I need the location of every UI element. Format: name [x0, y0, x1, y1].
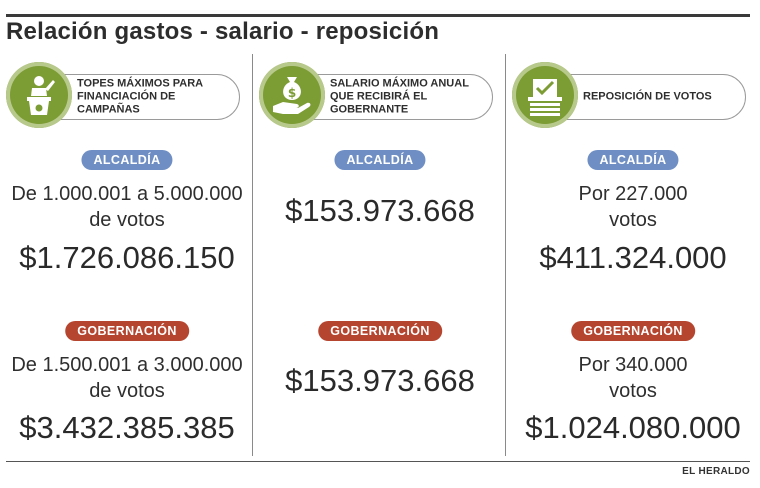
top-rule: [6, 14, 750, 17]
svg-text:$: $: [288, 86, 296, 100]
money-bag-hand-icon: $: [259, 62, 325, 128]
source-credit: EL HERALDO: [682, 466, 750, 477]
gobernacion-badge: GOBERNACIÓN: [65, 321, 189, 341]
ballot-box-icon: [512, 62, 578, 128]
podium-speaker-icon: [6, 62, 72, 128]
header-label: Topes máximos para financiación de campa…: [77, 77, 203, 116]
gobernacion-amount: $153.973.668: [285, 363, 475, 398]
column-campaign-limits: Topes máximos para financiación de campa…: [4, 54, 250, 458]
column-salary: Salario máximo anual que recibirá el gob…: [257, 54, 503, 458]
column-header: Salario máximo anual que recibirá el gob…: [257, 62, 503, 128]
alcaldia-description: De 1.000.001 a 5.000.000 de votos: [11, 183, 243, 231]
page-title: Relación gastos - salario - reposición: [6, 18, 440, 45]
column-vote-reimbursement: Reposición de votos ALCALDÍA Por 227.000…: [510, 54, 756, 458]
column-divider: [505, 54, 506, 456]
bottom-rule: [6, 461, 750, 462]
column-divider: [252, 54, 253, 456]
header-label: Salario máximo anual que recibirá el gob…: [330, 77, 469, 116]
gobernacion-description: Por 340.000 votos: [578, 354, 688, 402]
alcaldia-badge: ALCALDÍA: [334, 150, 426, 170]
alcaldia-amount: $153.973.668: [285, 193, 475, 228]
gobernacion-amount: $3.432.385.385: [19, 410, 235, 445]
alcaldia-badge: ALCALDÍA: [587, 150, 679, 170]
alcaldia-description: Por 227.000 votos: [578, 183, 688, 231]
gobernacion-description: De 1.500.001 a 3.000.000 de votos: [11, 354, 243, 402]
column-header: Reposición de votos: [510, 62, 756, 128]
header-label: Reposición de votos: [583, 90, 712, 103]
column-header: Topes máximos para financiación de campa…: [4, 62, 250, 128]
alcaldia-amount: $1.726.086.150: [19, 240, 235, 275]
gobernacion-badge: GOBERNACIÓN: [318, 321, 442, 341]
alcaldia-amount: $411.324.000: [539, 240, 727, 275]
gobernacion-amount: $1.024.080.000: [525, 410, 741, 445]
alcaldia-badge: ALCALDÍA: [81, 150, 173, 170]
gobernacion-badge: GOBERNACIÓN: [571, 321, 695, 341]
